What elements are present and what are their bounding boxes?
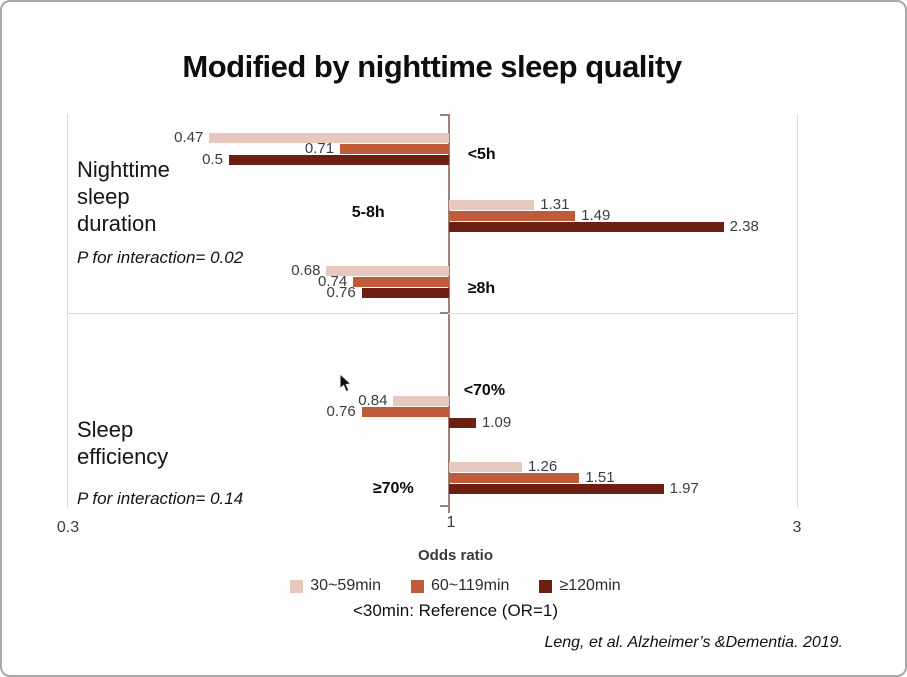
category-label-cat0: <5h — [467, 145, 496, 163]
bar-value-label: 0.5 — [202, 151, 223, 168]
bar-series0-cat1 — [448, 200, 535, 210]
bar-value-label: 2.38 — [729, 218, 759, 235]
bar-value-label: 1.51 — [585, 469, 615, 486]
axis-tick-mark — [440, 505, 448, 507]
bar-series2-cat1 — [448, 222, 724, 232]
bar-value-label: 1.97 — [669, 480, 699, 497]
legend-label-series1: 60~119min — [431, 577, 510, 594]
bar-series1-cat4 — [448, 473, 580, 483]
bar-value-label: 1.49 — [581, 207, 611, 224]
bar-series2-cat4 — [448, 484, 664, 494]
x-tick-label-reference: 1 — [446, 514, 456, 531]
slide-title: Modified by nighttime sleep quality — [182, 49, 682, 84]
gridline-x-min — [67, 114, 68, 507]
bar-value-label: 0.76 — [326, 403, 356, 420]
bar-series0-cat4 — [448, 462, 522, 472]
citation: Leng, et al. Alzheimer’s &Dementia. 2019… — [544, 634, 843, 651]
p-value-sleep-efficiency: P for interaction= 0.14 — [77, 489, 244, 508]
category-label-cat3: <70% — [463, 381, 506, 399]
bar-value-label: 0.84 — [358, 392, 388, 409]
bar-series1-cat2 — [353, 277, 449, 287]
legend: 30~59min 60~119min ≥120min — [2, 577, 907, 595]
bar-series0-cat3 — [393, 396, 449, 406]
bar-series2-cat3 — [448, 418, 476, 428]
legend-swatch-series1 — [411, 579, 424, 593]
reference-note: <30min: Reference (OR=1) — [352, 601, 559, 620]
bar-series1-cat3 — [361, 407, 449, 417]
bar-series1-cat0 — [340, 144, 449, 154]
x-tick-label-min: 0.3 — [56, 519, 80, 536]
bar-value-label: 0.74 — [318, 273, 348, 290]
legend-swatch-series2 — [539, 579, 553, 593]
x-axis-title: Odds ratio — [417, 547, 493, 564]
axis-tick-mark — [440, 312, 448, 314]
axis-tick-mark — [440, 114, 448, 116]
bar-value-label: 0.71 — [304, 140, 335, 157]
legend-label-series2: ≥120min — [559, 577, 621, 594]
bar-value-label: 1.31 — [540, 196, 570, 213]
panel-label-sleep-efficiency: Sleep efficiency — [77, 417, 169, 469]
bar-value-label: 1.09 — [482, 414, 512, 431]
x-tick-label-max: 3 — [792, 519, 802, 536]
mouse-cursor-icon — [339, 373, 353, 393]
legend-swatch-series0 — [290, 579, 304, 593]
bar-series1-cat1 — [448, 211, 576, 221]
legend-label-series0: 30~59min — [310, 577, 381, 594]
category-label-cat1: 5-8h — [351, 203, 385, 221]
bar-value-label: 0.68 — [291, 262, 321, 279]
category-label-cat2: ≥8h — [467, 279, 496, 297]
bar-series2-cat0 — [228, 155, 449, 165]
legend-item-series0: 30~59min — [290, 577, 381, 595]
panel-divider-line — [67, 313, 797, 314]
bar-value-label: 0.76 — [326, 284, 356, 301]
bar-series0-cat0 — [209, 133, 449, 143]
gridline-x-max — [797, 114, 798, 507]
panel-label-sleep-duration: Nighttime sleep duration — [77, 157, 170, 236]
bar-value-label: 0.47 — [174, 129, 204, 146]
p-value-sleep-duration: P for interaction= 0.02 — [77, 248, 244, 267]
bar-series2-cat2 — [361, 288, 449, 298]
legend-item-series2: ≥120min — [539, 577, 621, 595]
legend-item-series1: 60~119min — [411, 577, 509, 595]
bar-value-label: 1.26 — [527, 458, 558, 475]
category-label-cat4: ≥70% — [372, 479, 414, 497]
bar-series0-cat2 — [326, 266, 449, 276]
